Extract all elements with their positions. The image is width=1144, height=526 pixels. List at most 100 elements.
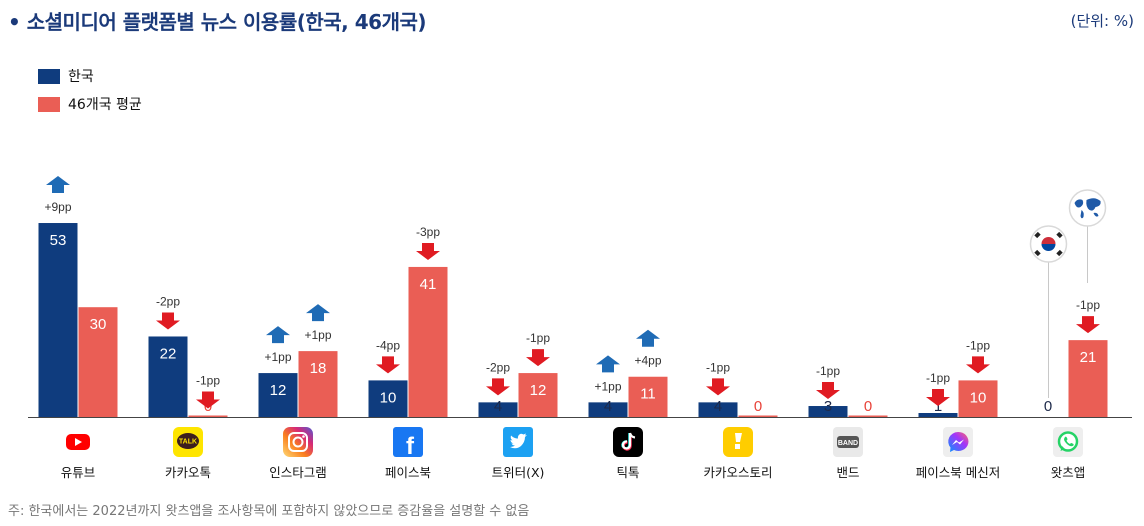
bar-korea-2 bbox=[258, 373, 298, 417]
youtube-icon bbox=[63, 427, 93, 457]
change-label-korea-5: +1pp bbox=[594, 379, 621, 393]
value-label-avg46-6: 0 bbox=[754, 398, 762, 415]
value-label-korea-4: 4 bbox=[494, 398, 502, 415]
value-label-avg46-2: 18 bbox=[310, 360, 327, 377]
platform-label-7: 밴드 bbox=[836, 465, 860, 480]
tiktok-icon bbox=[613, 427, 643, 457]
platform-label-0: 유튜브 bbox=[60, 465, 96, 480]
legend-swatch-avg46 bbox=[38, 96, 60, 112]
platform-label-9: 왓츠앱 bbox=[1050, 465, 1086, 480]
svg-text:f: f bbox=[406, 433, 415, 457]
legend-item-korea: 한국 bbox=[38, 64, 142, 88]
bar-korea-7 bbox=[808, 406, 848, 417]
platform-label-1: 카카오톡 bbox=[164, 465, 211, 480]
change-arrow-avg46-3 bbox=[416, 242, 440, 260]
change-label-korea-3: -4pp bbox=[376, 338, 400, 352]
bar-korea-1 bbox=[148, 336, 188, 417]
legend-swatch-korea bbox=[38, 68, 60, 84]
bar-korea-3 bbox=[368, 380, 408, 417]
value-label-avg46-3: 41 bbox=[420, 276, 437, 293]
korea-flag-icon bbox=[1029, 225, 1068, 263]
change-label-korea-8: -1pp bbox=[926, 371, 950, 385]
change-label-korea-7: -1pp bbox=[816, 364, 840, 378]
facebook-icon: f bbox=[393, 427, 423, 457]
change-label-avg46-8: -1pp bbox=[966, 338, 990, 352]
bar-avg46-5 bbox=[628, 376, 668, 417]
change-arrow-korea-1 bbox=[156, 312, 180, 330]
change-arrow-korea-2 bbox=[266, 326, 290, 344]
change-arrow-avg46-1 bbox=[196, 391, 220, 409]
change-arrow-korea-6 bbox=[706, 378, 730, 396]
value-label-korea-7: 3 bbox=[824, 398, 832, 415]
change-label-korea-6: -1pp bbox=[706, 360, 730, 374]
bar-korea-0 bbox=[38, 223, 78, 417]
bar-avg46-4 bbox=[518, 373, 558, 417]
change-arrow-korea-0 bbox=[46, 176, 70, 194]
change-label-korea-0: +9pp bbox=[44, 200, 71, 214]
value-label-korea-9: 0 bbox=[1044, 398, 1052, 415]
change-label-avg46-2: +1pp bbox=[304, 328, 331, 342]
change-arrow-avg46-9 bbox=[1076, 316, 1100, 334]
bar-avg46-2 bbox=[298, 351, 338, 417]
change-label-avg46-3: -3pp bbox=[416, 225, 440, 239]
value-label-korea-5: 4 bbox=[604, 398, 612, 415]
messenger-icon bbox=[943, 427, 973, 457]
change-label-korea-2: +1pp bbox=[264, 350, 291, 364]
platform-label-2: 인스타그램 bbox=[269, 465, 327, 480]
value-label-avg46-4: 12 bbox=[530, 382, 547, 399]
legend: 한국 46개국 평균 bbox=[38, 64, 142, 120]
change-arrow-avg46-5 bbox=[636, 329, 660, 347]
change-arrow-korea-3 bbox=[376, 356, 400, 374]
instagram-icon bbox=[283, 427, 313, 457]
value-label-avg46-5: 11 bbox=[640, 386, 656, 403]
platform-label-5: 틱톡 bbox=[616, 465, 640, 480]
change-label-avg46-4: -1pp bbox=[526, 331, 550, 345]
bar-korea-4 bbox=[478, 402, 518, 417]
whatsapp-icon bbox=[1053, 427, 1083, 457]
change-label-korea-1: -2pp bbox=[156, 294, 180, 308]
globe-icon bbox=[1068, 189, 1107, 227]
change-arrow-korea-5 bbox=[596, 355, 620, 373]
svg-text:TALK: TALK bbox=[179, 439, 197, 446]
value-label-korea-8: 1 bbox=[934, 398, 942, 415]
chart-title: • 소셜미디어 플랫폼별 뉴스 이용률(한국, 46개국) bbox=[8, 10, 427, 34]
value-label-korea-6: 4 bbox=[714, 398, 722, 415]
twitter-icon bbox=[503, 427, 533, 457]
change-arrow-avg46-2 bbox=[306, 304, 330, 322]
legend-label-avg46: 46개국 평균 bbox=[68, 97, 142, 113]
svg-text:BAND: BAND bbox=[838, 440, 858, 447]
platform-label-8: 페이스북 메신저 bbox=[915, 465, 1001, 480]
change-arrow-avg46-4 bbox=[526, 349, 550, 367]
bar-korea-5 bbox=[588, 402, 628, 417]
legend-item-avg46: 46개국 평균 bbox=[38, 92, 142, 116]
bar-avg46-1 bbox=[188, 415, 228, 417]
value-label-avg46-7: 0 bbox=[864, 398, 872, 415]
bar-korea-6 bbox=[698, 402, 738, 417]
change-arrow-korea-7 bbox=[816, 382, 840, 400]
platform-label-3: 페이스북 bbox=[384, 465, 431, 480]
value-label-avg46-0: 30 bbox=[90, 316, 107, 333]
bar-korea-8 bbox=[918, 413, 958, 417]
value-label-korea-0: 53 bbox=[50, 232, 67, 249]
footnote: 주: 한국에서는 2022년까지 왓츠앱을 조사항목에 포함하지 않았으므로 증… bbox=[8, 504, 530, 519]
change-label-avg46-5: +4pp bbox=[634, 354, 661, 368]
value-label-avg46-8: 10 bbox=[970, 389, 987, 406]
platform-label-4: 트위터(X) bbox=[491, 465, 545, 480]
change-arrow-korea-8 bbox=[926, 389, 950, 406]
change-arrow-avg46-8 bbox=[966, 356, 990, 374]
change-arrow-korea-4 bbox=[486, 378, 510, 396]
bar-avg46-3 bbox=[408, 266, 448, 417]
bar-avg46-7 bbox=[848, 415, 888, 417]
legend-label-korea: 한국 bbox=[68, 69, 94, 85]
platform-label-6: 카카오스토리 bbox=[703, 465, 773, 480]
unit-label: (단위: %) bbox=[1070, 12, 1134, 30]
bar-avg46-0 bbox=[78, 307, 118, 417]
value-label-korea-1: 22 bbox=[160, 345, 177, 362]
bar-avg46-6 bbox=[738, 415, 778, 417]
change-label-avg46-1: -1pp bbox=[196, 374, 220, 388]
kakaostory-icon bbox=[723, 427, 753, 457]
bar-avg46-9 bbox=[1068, 340, 1108, 417]
value-label-avg46-9: 21 bbox=[1080, 349, 1097, 366]
change-label-avg46-9: -1pp bbox=[1076, 298, 1100, 312]
